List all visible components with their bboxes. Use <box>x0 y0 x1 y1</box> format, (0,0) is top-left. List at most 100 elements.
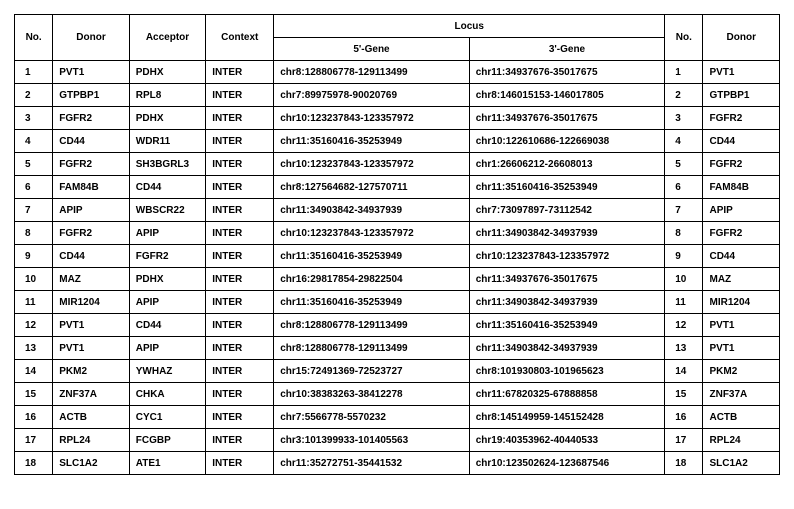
cell-3gene: chr8:145149959-145152428 <box>469 406 665 429</box>
cell-donor: FGFR2 <box>53 222 130 245</box>
cell-no2: 9 <box>665 245 703 268</box>
table-body: 1PVT1PDHXINTERchr8:128806778-129113499ch… <box>15 61 780 475</box>
cell-5gene: chr8:128806778-129113499 <box>274 337 470 360</box>
cell-5gene: chr7:89975978-90020769 <box>274 84 470 107</box>
cell-no: 10 <box>15 268 53 291</box>
cell-acceptor: PDHX <box>129 268 206 291</box>
cell-no2: 16 <box>665 406 703 429</box>
cell-no: 16 <box>15 406 53 429</box>
cell-context: INTER <box>206 429 274 452</box>
cell-acceptor: ATE1 <box>129 452 206 475</box>
cell-donor2: ZNF37A <box>703 383 780 406</box>
cell-3gene: chr11:34903842-34937939 <box>469 337 665 360</box>
cell-no: 17 <box>15 429 53 452</box>
cell-acceptor: APIP <box>129 337 206 360</box>
cell-donor2: SLC1A2 <box>703 452 780 475</box>
cell-3gene: chr11:34937676-35017675 <box>469 107 665 130</box>
cell-donor2: FGFR2 <box>703 222 780 245</box>
table-row: 8FGFR2APIPINTERchr10:123237843-123357972… <box>15 222 780 245</box>
cell-3gene: chr8:101930803-101965623 <box>469 360 665 383</box>
fusion-table: No. Donor Acceptor Context Locus No. Don… <box>14 14 780 475</box>
cell-no2: 4 <box>665 130 703 153</box>
cell-5gene: chr16:29817854-29822504 <box>274 268 470 291</box>
cell-no: 18 <box>15 452 53 475</box>
cell-no: 2 <box>15 84 53 107</box>
cell-donor2: PVT1 <box>703 314 780 337</box>
cell-no2: 13 <box>665 337 703 360</box>
cell-5gene: chr10:123237843-123357972 <box>274 107 470 130</box>
cell-3gene: chr11:34937676-35017675 <box>469 268 665 291</box>
cell-donor: MIR1204 <box>53 291 130 314</box>
cell-donor: GTPBP1 <box>53 84 130 107</box>
cell-acceptor: SH3BGRL3 <box>129 153 206 176</box>
table-row: 7APIPWBSCR22INTERchr11:34903842-34937939… <box>15 199 780 222</box>
cell-donor2: CD44 <box>703 245 780 268</box>
table-row: 13PVT1APIPINTERchr8:128806778-129113499c… <box>15 337 780 360</box>
cell-context: INTER <box>206 268 274 291</box>
cell-donor: PVT1 <box>53 337 130 360</box>
cell-no: 1 <box>15 61 53 84</box>
cell-donor2: PVT1 <box>703 337 780 360</box>
cell-no: 13 <box>15 337 53 360</box>
table-row: 11MIR1204APIPINTERchr11:35160416-3525394… <box>15 291 780 314</box>
table-row: 2GTPBP1RPL8INTERchr7:89975978-90020769ch… <box>15 84 780 107</box>
cell-5gene: chr3:101399933-101405563 <box>274 429 470 452</box>
cell-donor2: GTPBP1 <box>703 84 780 107</box>
cell-no: 4 <box>15 130 53 153</box>
cell-context: INTER <box>206 337 274 360</box>
cell-3gene: chr11:67820325-67888858 <box>469 383 665 406</box>
cell-no: 11 <box>15 291 53 314</box>
cell-donor: CD44 <box>53 245 130 268</box>
cell-donor2: APIP <box>703 199 780 222</box>
table-row: 1PVT1PDHXINTERchr8:128806778-129113499ch… <box>15 61 780 84</box>
col-header-acceptor: Acceptor <box>129 15 206 61</box>
cell-acceptor: APIP <box>129 291 206 314</box>
cell-context: INTER <box>206 406 274 429</box>
cell-acceptor: FGFR2 <box>129 245 206 268</box>
cell-donor: ACTB <box>53 406 130 429</box>
cell-no2: 17 <box>665 429 703 452</box>
cell-donor: PKM2 <box>53 360 130 383</box>
cell-5gene: chr8:128806778-129113499 <box>274 61 470 84</box>
cell-context: INTER <box>206 130 274 153</box>
cell-no2: 10 <box>665 268 703 291</box>
cell-context: INTER <box>206 222 274 245</box>
col-header-donor2: Donor <box>703 15 780 61</box>
cell-donor: PVT1 <box>53 314 130 337</box>
cell-no: 8 <box>15 222 53 245</box>
cell-donor: SLC1A2 <box>53 452 130 475</box>
cell-context: INTER <box>206 199 274 222</box>
cell-donor2: PVT1 <box>703 61 780 84</box>
cell-no: 14 <box>15 360 53 383</box>
cell-context: INTER <box>206 61 274 84</box>
cell-donor2: CD44 <box>703 130 780 153</box>
cell-context: INTER <box>206 245 274 268</box>
cell-donor: FGFR2 <box>53 153 130 176</box>
cell-no2: 15 <box>665 383 703 406</box>
cell-context: INTER <box>206 314 274 337</box>
cell-acceptor: YWHAZ <box>129 360 206 383</box>
cell-context: INTER <box>206 176 274 199</box>
cell-3gene: chr1:26606212-26608013 <box>469 153 665 176</box>
cell-acceptor: WDR11 <box>129 130 206 153</box>
cell-5gene: chr10:38383263-38412278 <box>274 383 470 406</box>
col-header-no2: No. <box>665 15 703 61</box>
cell-no: 5 <box>15 153 53 176</box>
cell-no2: 3 <box>665 107 703 130</box>
cell-no2: 6 <box>665 176 703 199</box>
cell-donor: RPL24 <box>53 429 130 452</box>
table-row: 17RPL24FCGBPINTERchr3:101399933-10140556… <box>15 429 780 452</box>
cell-acceptor: CD44 <box>129 176 206 199</box>
col-header-3gene: 3'-Gene <box>469 38 665 61</box>
col-header-no: No. <box>15 15 53 61</box>
cell-3gene: chr8:146015153-146017805 <box>469 84 665 107</box>
cell-3gene: chr11:35160416-35253949 <box>469 176 665 199</box>
cell-3gene: chr10:122610686-122669038 <box>469 130 665 153</box>
cell-donor2: FGFR2 <box>703 107 780 130</box>
cell-context: INTER <box>206 107 274 130</box>
cell-context: INTER <box>206 360 274 383</box>
cell-3gene: chr11:35160416-35253949 <box>469 314 665 337</box>
table-row: 15ZNF37ACHKAINTERchr10:38383263-38412278… <box>15 383 780 406</box>
cell-5gene: chr10:123237843-123357972 <box>274 153 470 176</box>
cell-3gene: chr10:123502624-123687546 <box>469 452 665 475</box>
